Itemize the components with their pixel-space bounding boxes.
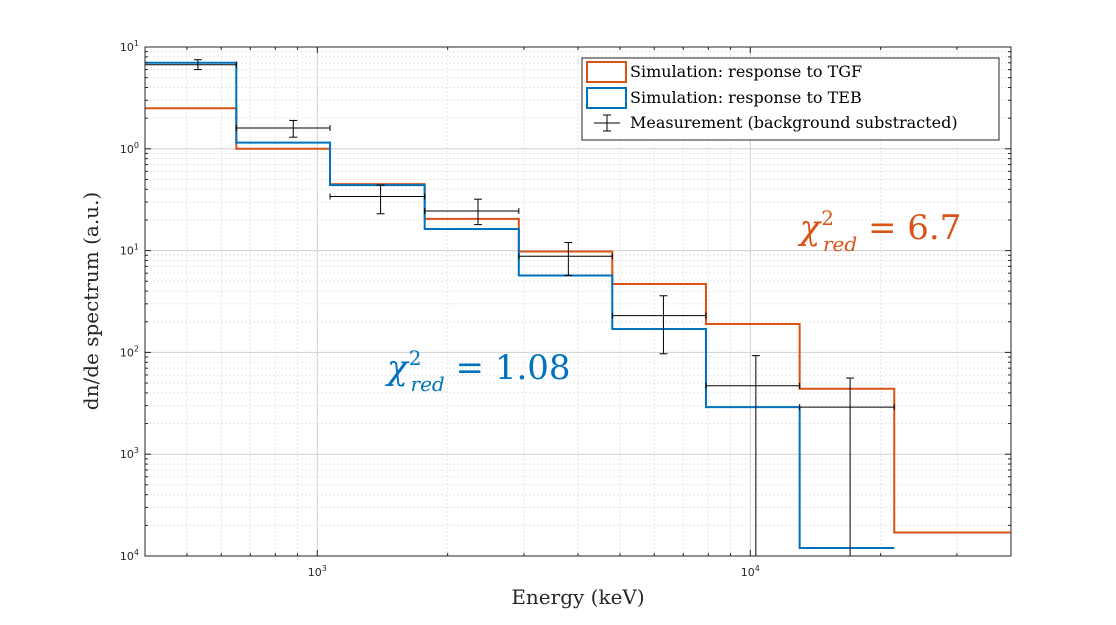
- chi-squared-annotation-teb-chi: χ2 red = 1.08: [385, 346, 570, 396]
- y-tick-label: 101: [120, 39, 139, 54]
- y-tick-label: 104: [120, 548, 139, 563]
- plot-series: [145, 61, 1011, 549]
- measurement-point: [518, 242, 613, 276]
- x-tick-label: 104: [741, 564, 760, 579]
- legend-swatch: [586, 87, 627, 109]
- legend-swatch: [586, 61, 627, 83]
- series-line-teb: [145, 61, 895, 549]
- legend-entry: Simulation: response to TGF: [586, 61, 862, 83]
- chi-squared-annotation-tgf-chi: χ2 red = 6.7: [798, 206, 962, 256]
- y-tick-label: 100: [120, 141, 139, 156]
- measurement-point: [611, 295, 707, 355]
- y-tick-label: 102: [120, 344, 139, 359]
- x-axis-label: Energy (keV): [511, 585, 644, 609]
- legend-box: [581, 57, 1000, 141]
- measurement-series: [144, 59, 895, 557]
- legend-label: Measurement (background substracted): [630, 113, 958, 132]
- series-line-tgf: [145, 107, 1011, 534]
- y-axis-label: dn/de spectrum (a.u.): [79, 192, 103, 410]
- x-tick-label: 103: [308, 564, 327, 579]
- measurement-point: [235, 119, 331, 138]
- measurement-point: [424, 198, 520, 226]
- legend-label: Simulation: response to TGF: [630, 62, 862, 81]
- annotations: χ2 red = 6.7 χ2 red = 1.08: [385, 206, 961, 396]
- y-tick-label: 103: [120, 446, 139, 461]
- legend: Simulation: response to TGF Simulation: r…: [581, 57, 1000, 141]
- legend-entry: Measurement (background substracted): [594, 113, 958, 132]
- measurement-point: [144, 59, 237, 71]
- y-tick-label: 101: [120, 243, 139, 258]
- axis-ticks: 103 104 104 103 102 101 100 101: [120, 39, 1011, 579]
- measurement-point: [329, 184, 426, 215]
- legend-entry: Simulation: response to TEB: [586, 87, 862, 109]
- legend-label: Simulation: response to TEB: [630, 88, 862, 107]
